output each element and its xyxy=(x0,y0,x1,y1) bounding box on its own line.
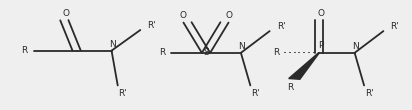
Text: N: N xyxy=(239,42,245,51)
Text: S: S xyxy=(203,48,209,57)
Text: R: R xyxy=(159,48,165,57)
Text: R': R' xyxy=(251,89,260,98)
Text: R': R' xyxy=(365,89,373,98)
Text: O: O xyxy=(318,9,325,18)
Text: N: N xyxy=(109,40,116,49)
Text: R': R' xyxy=(277,22,286,31)
Text: R': R' xyxy=(147,21,156,30)
Text: O: O xyxy=(226,11,233,20)
Text: R': R' xyxy=(391,22,399,31)
Text: N: N xyxy=(352,42,359,51)
Text: O: O xyxy=(63,9,70,18)
Text: R: R xyxy=(21,46,28,55)
Text: O: O xyxy=(179,11,186,20)
Text: R': R' xyxy=(118,89,127,98)
Text: P: P xyxy=(318,41,323,50)
Text: R: R xyxy=(287,83,293,92)
Text: R: R xyxy=(273,48,279,57)
Polygon shape xyxy=(289,53,319,79)
